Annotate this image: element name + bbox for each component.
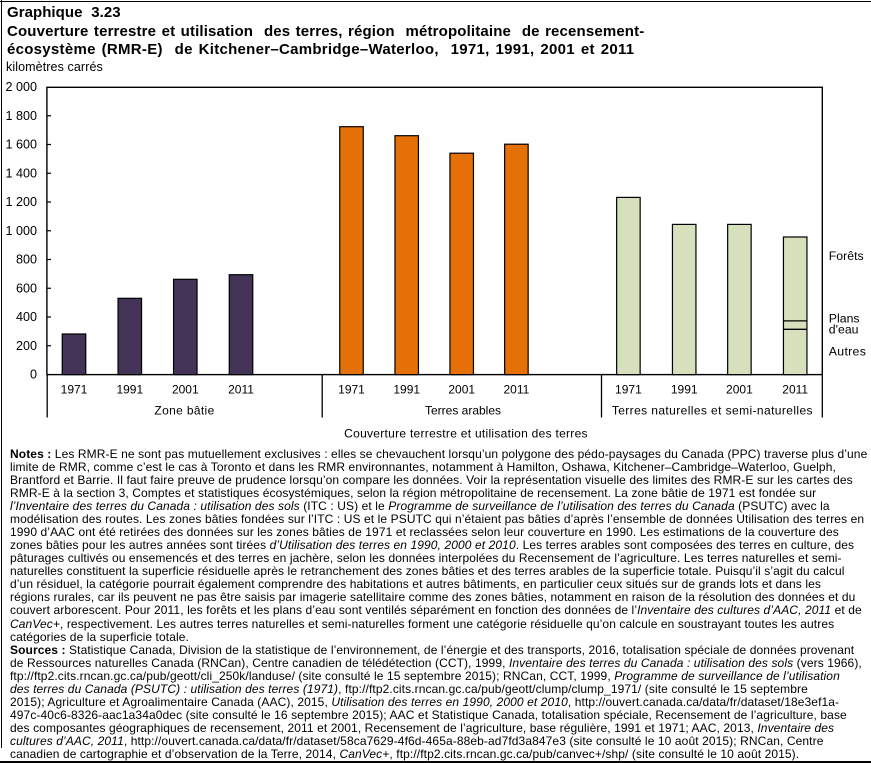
svg-text:1991: 1991 — [393, 383, 420, 397]
svg-text:d'eau: d'eau — [829, 323, 859, 337]
svg-text:1 400: 1 400 — [5, 166, 37, 180]
svg-text:400: 400 — [16, 310, 37, 324]
svg-text:2001: 2001 — [448, 383, 475, 397]
svg-text:2011: 2011 — [228, 383, 254, 397]
svg-text:1971: 1971 — [61, 383, 88, 397]
svg-text:Terres naturelles et semi-natu: Terres naturelles et semi-naturelles — [612, 403, 813, 417]
svg-text:2011: 2011 — [503, 383, 529, 397]
svg-text:2001: 2001 — [726, 383, 753, 397]
svg-text:0: 0 — [30, 368, 37, 382]
svg-text:1991: 1991 — [671, 383, 698, 397]
svg-text:1 800: 1 800 — [5, 109, 37, 123]
svg-text:Autres: Autres — [829, 345, 866, 359]
svg-text:1 000: 1 000 — [5, 224, 37, 238]
svg-text:1971: 1971 — [338, 383, 365, 397]
svg-text:Zone bâtie: Zone bâtie — [154, 403, 214, 417]
svg-text:Forêts: Forêts — [829, 249, 864, 263]
svg-text:Plans: Plans — [829, 311, 860, 325]
svg-text:200: 200 — [16, 339, 37, 353]
svg-text:2 000: 2 000 — [5, 80, 37, 94]
svg-text:800: 800 — [16, 253, 37, 267]
svg-text:2001: 2001 — [172, 383, 199, 397]
svg-text:Couverture terrestre et utilis: Couverture terrestre et utilisation des … — [344, 426, 588, 440]
svg-text:Terres arables: Terres arables — [425, 403, 501, 417]
svg-text:1 600: 1 600 — [5, 138, 37, 152]
svg-text:600: 600 — [16, 281, 37, 295]
svg-text:1971: 1971 — [615, 383, 642, 397]
svg-text:2011: 2011 — [782, 383, 808, 397]
svg-text:1 200: 1 200 — [5, 195, 37, 209]
svg-text:1991: 1991 — [116, 383, 143, 397]
